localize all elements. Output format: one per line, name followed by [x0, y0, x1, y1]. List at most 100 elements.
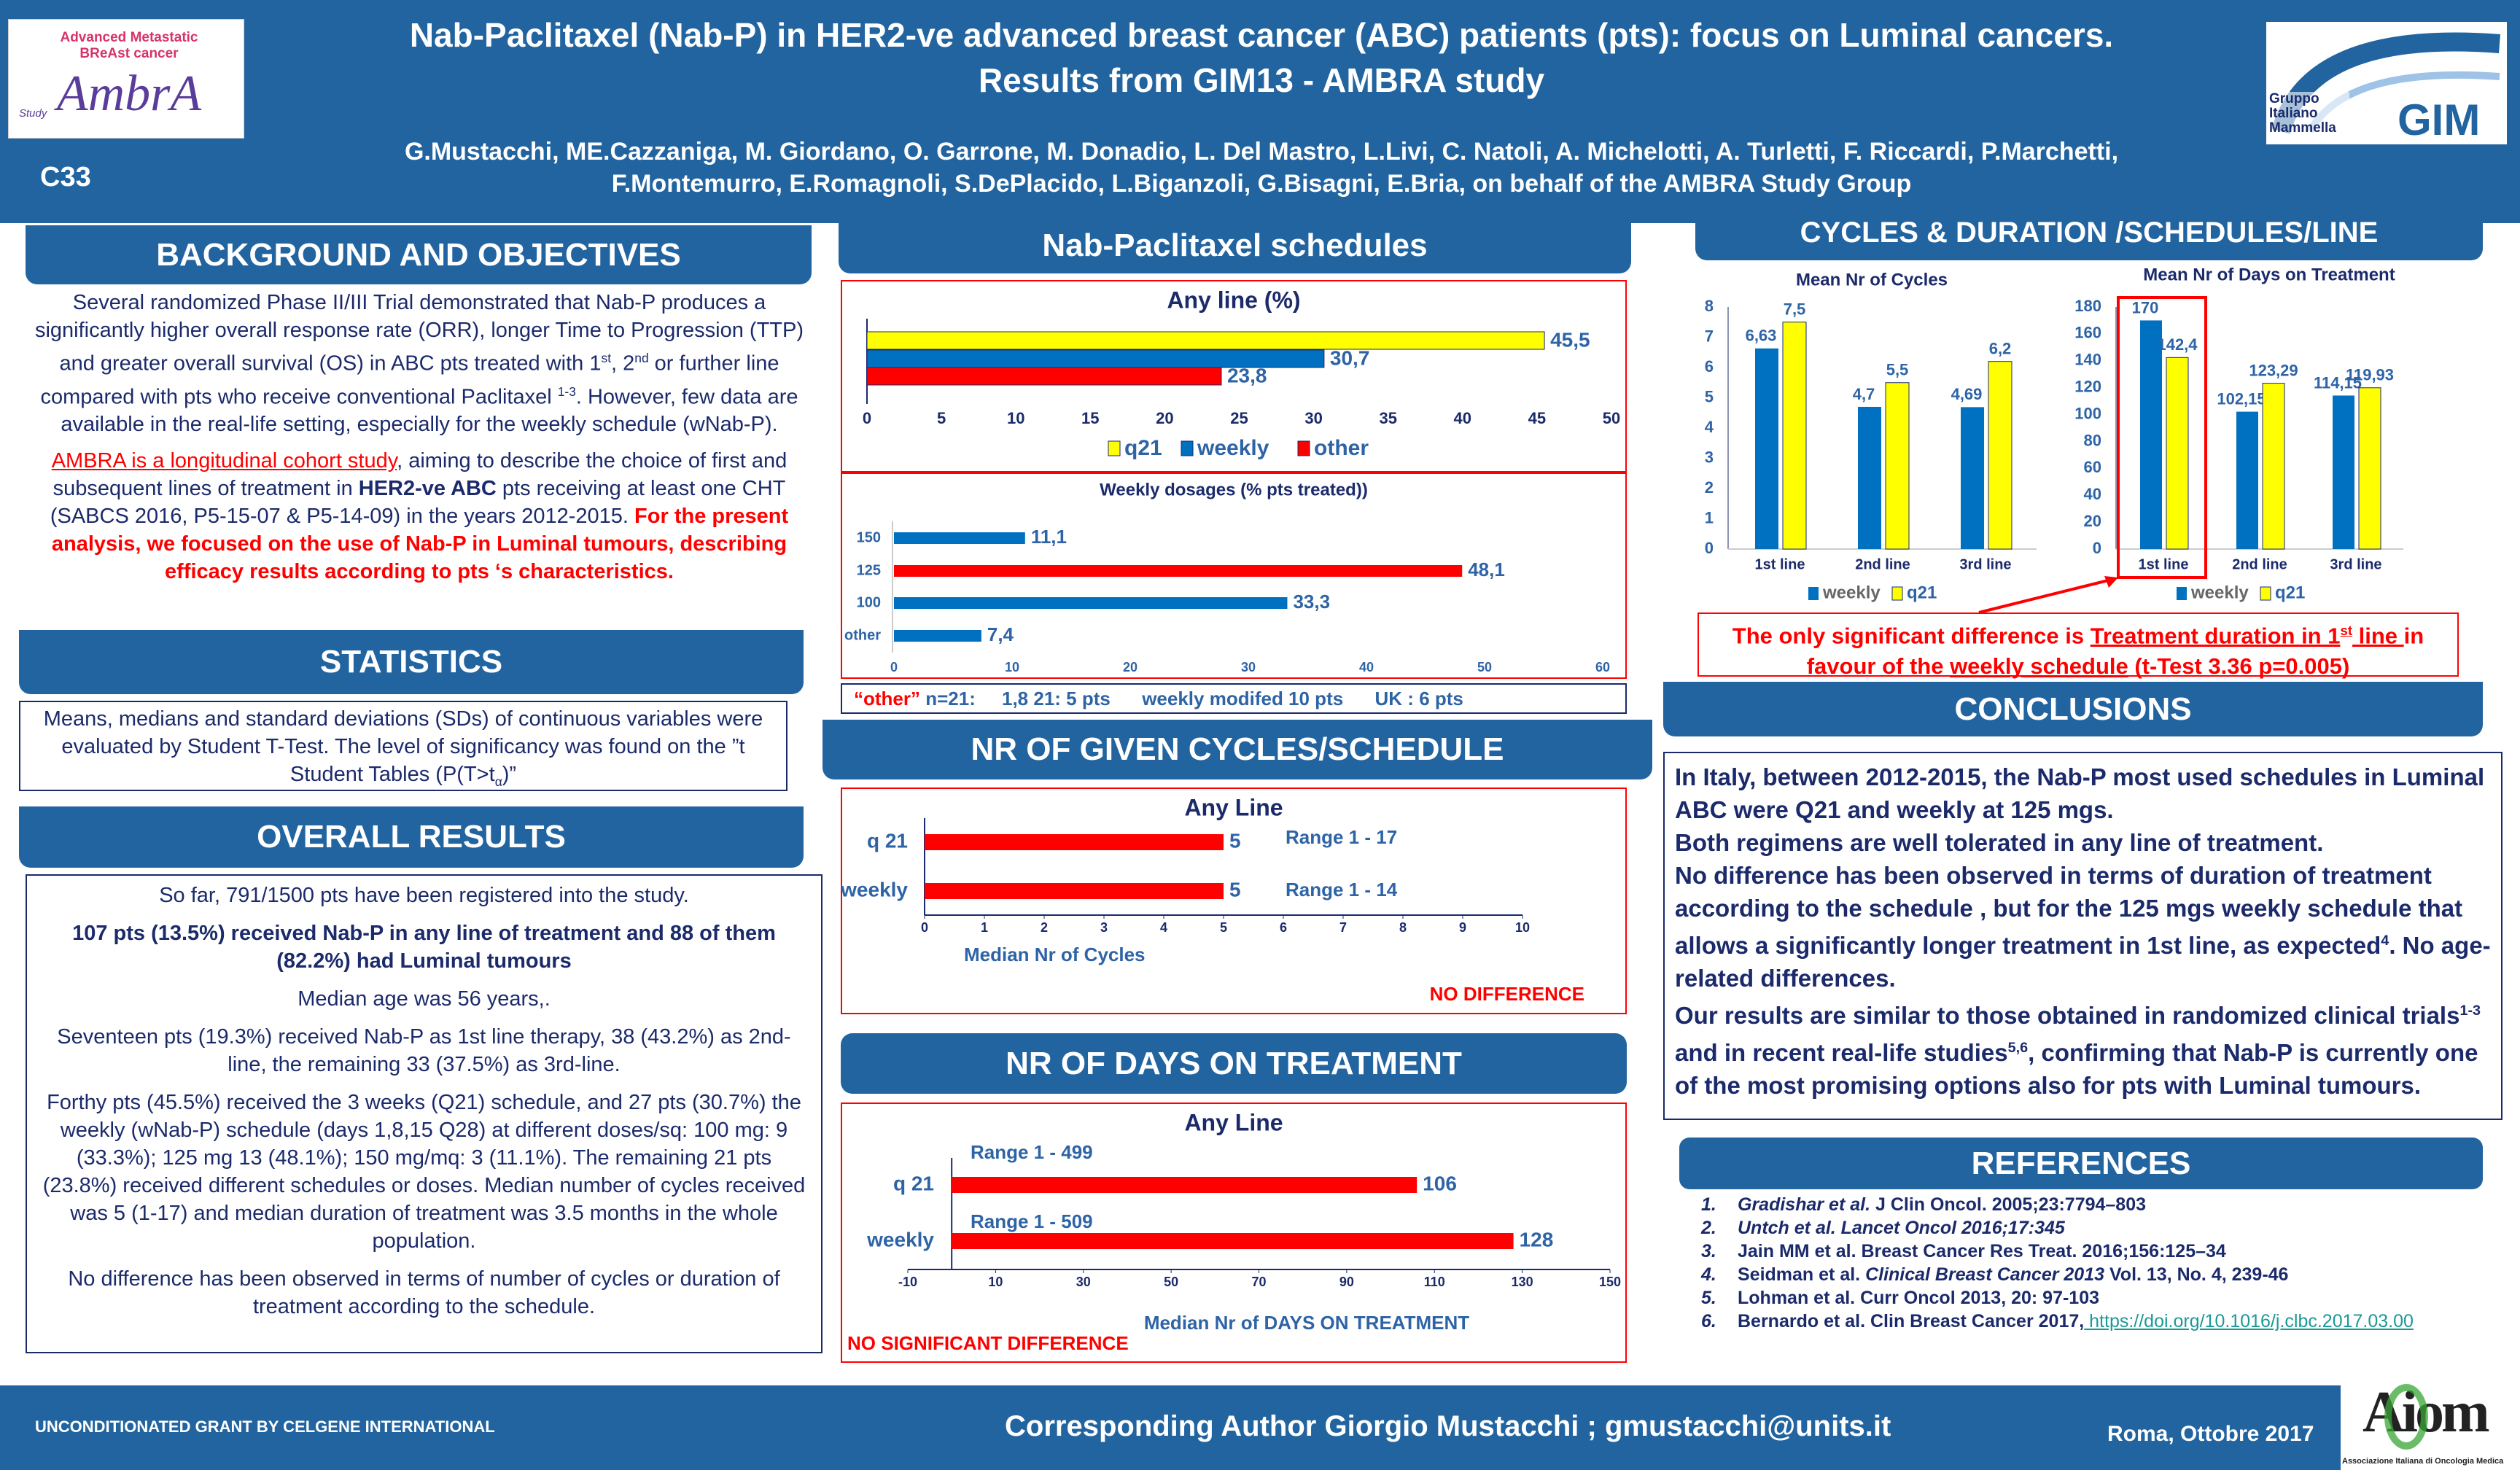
legend-label: q21 — [2275, 583, 2305, 602]
data-label: 119,93 — [2346, 366, 2394, 384]
legend-label: q21 — [1907, 583, 1937, 602]
y-tick-label: 8 — [1705, 297, 1714, 315]
bar-weekly-2nd-line — [2236, 411, 2258, 549]
text: , confirming that Nab-P is currently one… — [1675, 1039, 2478, 1099]
chart-mean-days: Mean Nr of Days on Treatment 0 20 40 60 80 100… — [2074, 265, 2403, 602]
ref-number: 5. — [1701, 1288, 1716, 1308]
gim-logo-name: GIM — [2398, 96, 2481, 144]
text: Jain MM et al. Breast Cancer Res Treat. … — [1738, 1241, 2226, 1261]
background-text: Several randomized Phase II/III Trial de… — [22, 289, 817, 594]
category-label: 3rd line — [1959, 556, 2011, 572]
y-tick-label: 20 — [2084, 512, 2101, 530]
ambra-highlight: AMBRA is a longitudinal cohort study — [51, 449, 397, 473]
text: Several randomized Phase II/III Trial de… — [34, 291, 804, 376]
significance-note: The only significant difference is Treat… — [1698, 612, 2459, 680]
data-label: 170 — [2132, 298, 2159, 316]
data-label: 6,2 — [1989, 340, 2012, 358]
gim-logo-subtitle: Gruppo Italiano Mammella — [2269, 92, 2349, 136]
cycles-duration-heading: CYCLES & DURATION /SCHEDULES/LINE — [1695, 206, 2483, 260]
poster-title: Nab-Paclitaxel (Nab-P) in HER2-ve advanc… — [409, 16, 2114, 54]
y-tick-label: 140 — [2074, 351, 2101, 369]
bar-weekly-3rd-line — [2333, 395, 2354, 549]
text: , aiming to describe the choice of first… — [52, 449, 788, 501]
doi-link[interactable]: https://doi.org/10.1016/j.clbc.2017.03.0… — [2084, 1311, 2414, 1331]
data-label: 7,5 — [1784, 300, 1806, 319]
aiom-logo-subtitle: Associazione Italiana di Oncologia Medic… — [2342, 1457, 2504, 1466]
statistics-text: Means, medians and standard deviations (… — [43, 707, 763, 786]
poster-header — [0, 0, 2520, 223]
ref-number: 6. — [1701, 1311, 1716, 1331]
bar-weekly-3rd-line — [1961, 407, 1984, 549]
y-tick-label: 80 — [2084, 431, 2101, 449]
text: (t-Test 3.36 p=0.005) — [2128, 653, 2350, 680]
schedules-heading: Nab-Paclitaxel schedules — [839, 217, 1631, 273]
gim-logo: Gruppo Italiano Mammella GIM — [2266, 22, 2507, 144]
bar-q21-3rd-line — [1988, 361, 2012, 550]
y-tick-label: 4 — [1705, 418, 1714, 436]
text: . However, few data are available in the… — [61, 385, 798, 437]
reference-item: 2. Untch et al. Lancet Oncol 2016;17:345 — [1701, 1216, 2503, 1240]
text: Seidman et al. — [1738, 1264, 1866, 1285]
median-days-chart-box — [841, 1102, 1627, 1363]
ref-number: 4. — [1701, 1264, 1716, 1285]
authors-line-1: G.Mustacchi, ME.Cazzaniga, M. Giordano, … — [404, 138, 2119, 166]
legend-swatch-weekly — [1808, 587, 1819, 600]
grant-text: UNCONDITIONATED GRANT BY CELGENE INTERNA… — [35, 1418, 495, 1436]
text: Both regimens are well tolerated in any … — [1675, 829, 2324, 856]
ambra-logo-tag: Study — [19, 107, 47, 120]
overall-results-box: So far, 791/1500 pts have been registere… — [26, 874, 822, 1353]
text: weekly modifed 10 pts — [1142, 688, 1344, 709]
authors-line-2: F.Montemurro, E.Romagnoli, S.DePlacido, … — [611, 170, 1912, 198]
legend-swatch-q21 — [1891, 586, 1903, 601]
conclusions-box: In Italy, between 2012-2015, the Nab-P m… — [1663, 752, 2502, 1120]
alpha-sub: α — [494, 774, 502, 789]
result-paragraph: Seventeen pts (19.3%) received Nab-P as … — [57, 1025, 791, 1076]
reference-item: 3. Jain MM et al. Breast Cancer Res Treat… — [1701, 1240, 2503, 1263]
highlight-box — [2117, 296, 2207, 579]
y-tick-label: 60 — [2084, 458, 2101, 476]
bar-q21-3rd-line — [2358, 387, 2381, 550]
y-tick-label: 2 — [1705, 478, 1714, 497]
text: 1,8 21: 5 pts — [1002, 688, 1111, 709]
text: Our results are similar to those obtaine… — [1675, 1002, 2460, 1029]
text: Treatment duration in 1 — [2090, 623, 2341, 649]
reference-item: 5. Lohman et al. Curr Oncol 2013, 20: 97-… — [1701, 1286, 2503, 1310]
chart-title: Mean Nr of Cycles — [1796, 270, 1948, 289]
y-tick-label: 40 — [2084, 485, 2101, 503]
background-paragraph-2: AMBRA is a longitudinal cohort study, ai… — [22, 447, 817, 586]
sup: nd — [634, 351, 649, 365]
poster-footer: UNCONDITIONATED GRANT BY CELGENE INTERNA… — [0, 1380, 2520, 1470]
weekly-dosages-chart-box — [841, 472, 1627, 679]
result-paragraph: Median age was 56 years,. — [298, 987, 551, 1011]
text: Bernardo et al. Clin Breast Cancer 2017, — [1738, 1311, 2085, 1331]
result-paragraph: So far, 791/1500 pts have been registere… — [159, 884, 689, 907]
data-label: 4,69 — [1951, 385, 1983, 403]
sup: 1-3 — [2459, 1003, 2481, 1019]
reference-item: 4. Seidman et al. Clinical Breast Cancer … — [1701, 1263, 2503, 1286]
y-tick-label: 120 — [2074, 377, 2101, 395]
category-label: 3rd line — [2330, 556, 2381, 572]
text: In Italy, between 2012-2015, the Nab-P m… — [1675, 763, 2485, 823]
statistics-box: Means, medians and standard deviations (… — [19, 701, 788, 791]
bar-q21-2nd-line — [2262, 383, 2285, 550]
category-label: 1st line — [2139, 556, 2189, 572]
aiom-ring-icon — [2384, 1384, 2428, 1450]
data-label: 5,5 — [1886, 361, 1909, 379]
bar-q21-1st-line — [1782, 322, 1807, 550]
bar-q21-2nd-line — [1885, 382, 1910, 550]
text: Clinical Breast Cancer 2013 — [1865, 1264, 2105, 1285]
background-paragraph-1: Several randomized Phase II/III Trial de… — [22, 289, 817, 438]
legend-swatch-q21 — [2260, 586, 2271, 601]
bar-weekly-2nd-line — [1858, 406, 1881, 549]
result-paragraph: Forthy pts (45.5%) received the 3 weeks … — [42, 1091, 806, 1253]
text: or further line compared with pts who re… — [40, 351, 779, 409]
chart-mean-cycles: Mean Nr of Cycles 0 1 2 3 4 5 6 7 8 1st line 6,63 7,… — [1705, 270, 2037, 602]
y-tick-label: 3 — [1705, 448, 1714, 466]
poster-subtitle: Results from GIM13 - AMBRA study — [978, 61, 1545, 99]
y-tick-label: 180 — [2074, 297, 2101, 315]
data-label: 102,15 — [2217, 389, 2266, 408]
sup: st — [601, 351, 612, 365]
other-label: “other” — [854, 688, 920, 709]
result-paragraph: 107 pts (13.5%) received Nab-P in any li… — [72, 922, 776, 973]
ambra-logo-subtitle: Advanced Metastatic BReAst cancer — [60, 30, 198, 61]
